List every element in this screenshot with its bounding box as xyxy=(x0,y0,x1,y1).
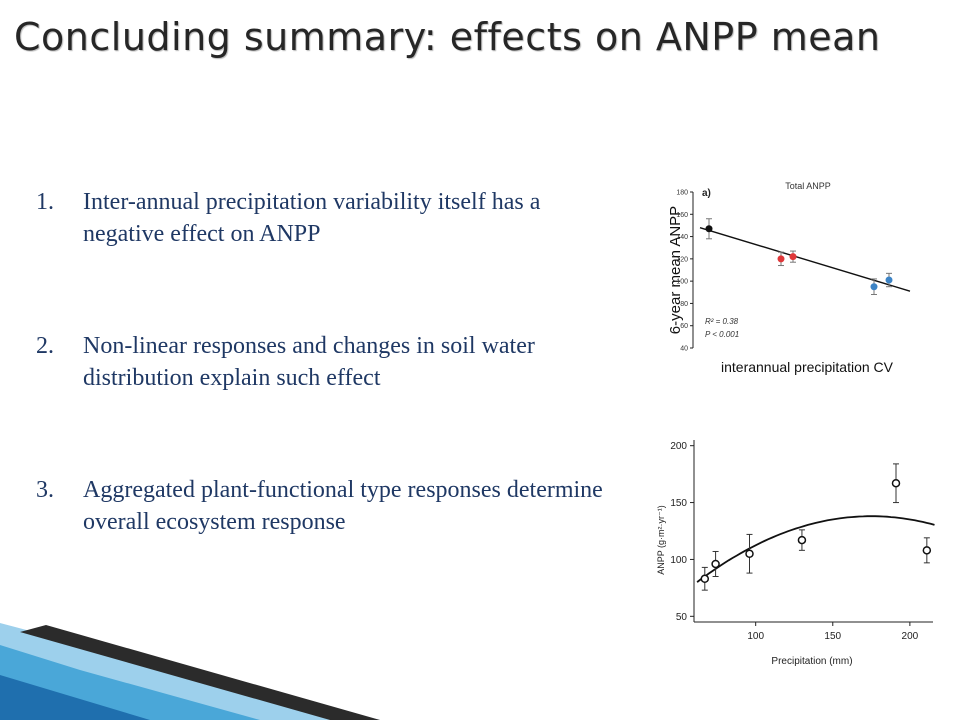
y-tick-label: 100 xyxy=(670,555,687,566)
anpp-vs-cv-chart: a) Total ANPP 6-year mean ANPP interannu… xyxy=(667,181,911,375)
x-tick-label: 150 xyxy=(824,631,841,642)
chart-title: Total ANPP xyxy=(785,181,831,191)
y-tick-label: 120 xyxy=(676,256,688,263)
stat-r2: R² = 0.38 xyxy=(705,317,739,326)
data-point-group xyxy=(700,463,932,591)
point-text: Inter-annual precipitation variability i… xyxy=(83,189,541,247)
corner-ribbon-deep xyxy=(0,675,150,720)
summary-point-3: 3. Aggregated plant-functional type resp… xyxy=(36,474,626,538)
y-tick-label: 150 xyxy=(670,498,687,509)
y-tick-label: 50 xyxy=(676,612,688,623)
x-tick-label: 200 xyxy=(902,631,919,642)
x-axis-label: Precipitation (mm) xyxy=(771,656,852,667)
anpp-vs-precip-chart: ANPP (g·m²·yr⁻¹) Precipitation (mm) 2001… xyxy=(656,440,935,667)
x-axis-label: interannual precipitation CV xyxy=(721,359,894,375)
point-number: 2. xyxy=(36,333,54,359)
summary-point-2: 2. Non-linear responses and changes in s… xyxy=(36,330,626,394)
fit-curve-group xyxy=(696,515,935,583)
data-point xyxy=(711,559,720,569)
y-tick-label: 140 xyxy=(676,234,688,241)
y-tick-group: 180 160 140 120 100 80 60 40 xyxy=(676,190,693,353)
data-point xyxy=(870,283,878,291)
data-point xyxy=(789,253,797,261)
y-tick-label: 160 xyxy=(676,212,688,219)
panel-label: a) xyxy=(702,188,711,199)
data-point xyxy=(797,535,807,545)
summary-list: 1. Inter-annual precipitation variabilit… xyxy=(36,186,626,538)
y-tick-label: 200 xyxy=(670,441,687,452)
data-point-group xyxy=(705,218,893,296)
point-text: Aggregated plant-functional type respons… xyxy=(83,477,603,535)
y-tick-group: 200 150 100 50 xyxy=(670,441,694,623)
stat-p: P < 0.001 xyxy=(705,330,739,339)
data-point xyxy=(922,546,932,555)
slide-title: Concluding summary: effects on ANPP mean xyxy=(14,15,881,59)
fit-line xyxy=(699,226,911,292)
y-tick-label: 80 xyxy=(680,301,688,308)
point-number: 3. xyxy=(36,477,54,503)
x-tick-group: 100 150 200 xyxy=(747,622,919,642)
data-point xyxy=(891,478,901,488)
data-point xyxy=(700,574,710,584)
data-point xyxy=(777,255,785,263)
corner-ribbon-shadow xyxy=(20,625,380,720)
quadratic-fit-curve xyxy=(696,515,935,583)
y-axis-label: 6-year mean ANPP xyxy=(667,206,684,334)
data-point xyxy=(705,225,713,233)
y-axis-label: ANPP (g·m²·yr⁻¹) xyxy=(656,505,666,575)
corner-decoration xyxy=(0,623,380,720)
fit-line-group xyxy=(699,226,911,292)
summary-point-1: 1. Inter-annual precipitation variabilit… xyxy=(36,186,626,250)
data-point xyxy=(745,549,754,558)
point-text: Non-linear responses and changes in soil… xyxy=(83,333,535,391)
y-tick-label: 180 xyxy=(676,190,688,197)
x-tick-label: 100 xyxy=(747,631,764,642)
y-tick-label: 60 xyxy=(680,323,688,330)
y-tick-label: 100 xyxy=(676,279,688,286)
point-number: 1. xyxy=(36,189,54,215)
data-point xyxy=(885,276,893,284)
y-tick-label: 40 xyxy=(680,346,688,353)
